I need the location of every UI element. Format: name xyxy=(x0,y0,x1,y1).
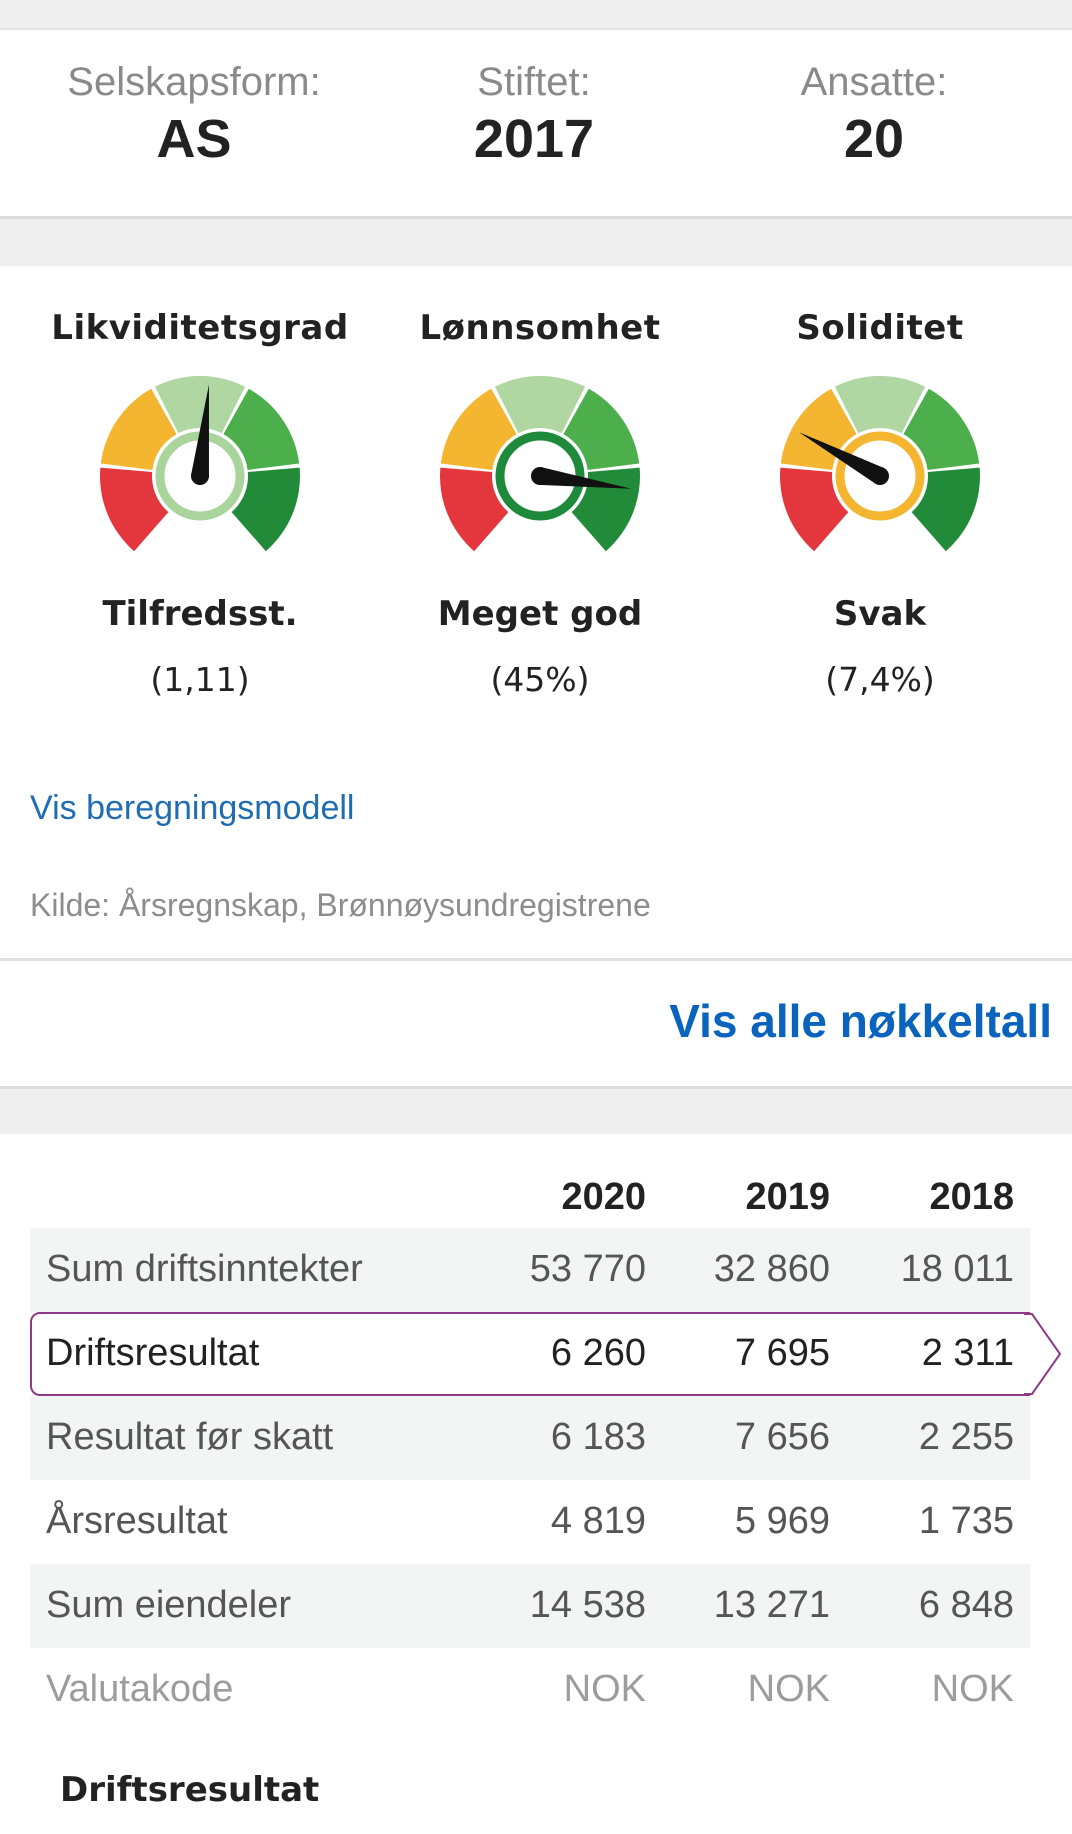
table-cell: 7 695 xyxy=(734,1332,830,1374)
gauge-segment xyxy=(903,388,980,470)
fact-value: 20 xyxy=(843,109,905,169)
table-cell: NOK xyxy=(747,1668,830,1710)
chart-section-title: Driftsresultat xyxy=(60,1770,320,1810)
company-facts: Selskapsform: AS Stiftet: 2017 Ansatte: … xyxy=(0,30,1072,216)
fact-value: 2017 xyxy=(473,109,595,169)
table-cell: 7 656 xyxy=(734,1416,830,1458)
table-cell: 53 770 xyxy=(529,1248,646,1290)
solidity-gauge-icon xyxy=(780,376,980,552)
gauge-rating: Svak xyxy=(833,594,927,634)
gauge-pivot xyxy=(531,467,549,485)
table-cell: 2 311 xyxy=(921,1332,1014,1374)
gauge-segment xyxy=(231,467,300,552)
fact-label: Ansatte: xyxy=(800,60,948,104)
fact-founded: Stiftet: 2017 xyxy=(364,58,704,172)
table-row[interactable]: Resultat før skatt 6 183 7 656 2 255 xyxy=(30,1396,1030,1480)
gauge-profitability: Lønnsomhet Meget god (45%) xyxy=(390,306,690,702)
profitability-gauge-icon xyxy=(440,376,640,552)
year-header: 2018 xyxy=(929,1176,1014,1218)
divider xyxy=(0,958,1072,961)
table-cell: 6 260 xyxy=(550,1332,646,1374)
year-header: 2019 xyxy=(745,1176,830,1218)
financial-health-gauges: Likviditetsgrad Tilfredsst. (1,11) Lønns… xyxy=(0,266,1072,960)
gauge-segment xyxy=(780,467,849,552)
gauge-title: Soliditet xyxy=(796,308,964,348)
view-calculation-model-link[interactable]: Vis beregningsmodell xyxy=(30,789,355,827)
gauge-rating: Meget god xyxy=(437,594,643,634)
table-cell: 1 735 xyxy=(918,1500,1014,1542)
gauge-needle xyxy=(191,384,209,477)
table-cell: 2 255 xyxy=(918,1416,1014,1458)
table-cell: NOK xyxy=(931,1668,1014,1710)
table-row[interactable]: Sum eiendeler 14 538 13 271 6 848 xyxy=(30,1564,1030,1648)
selected-row-arrow-icon xyxy=(1024,1313,1062,1395)
gauge-value: (45%) xyxy=(490,660,590,699)
year-header: 2020 xyxy=(561,1176,646,1218)
gauge-title: Lønnsomhet xyxy=(419,308,661,348)
table-cell: 13 271 xyxy=(713,1584,830,1626)
gauge-segment xyxy=(571,467,640,552)
table-row[interactable]: Årsresultat 4 819 5 969 1 735 xyxy=(30,1480,1030,1564)
gauge-pivot xyxy=(871,467,889,485)
fact-value: AS xyxy=(156,109,232,169)
section-spacer xyxy=(0,216,1072,266)
gauge-segment xyxy=(563,388,640,470)
source-note: Kilde: Årsregnskap, Brønnøysundregistren… xyxy=(30,887,651,923)
table-cell: 5 969 xyxy=(734,1500,830,1542)
gauge-segment xyxy=(100,388,177,470)
gauge-segment xyxy=(494,376,586,434)
fact-label: Stiftet: xyxy=(477,60,591,104)
top-spacer xyxy=(0,0,1072,30)
table-cell: NOK xyxy=(563,1668,646,1710)
liquidity-gauge-icon xyxy=(99,376,300,552)
table-cell: 4 819 xyxy=(550,1500,646,1542)
fact-company-form: Selskapsform: AS xyxy=(24,58,364,172)
gauge-rating: Tilfredsst. xyxy=(102,594,298,634)
table-cell: 32 860 xyxy=(713,1248,830,1290)
gauge-segment xyxy=(154,376,246,434)
gauge-needle xyxy=(799,432,885,484)
table-cell: 18 011 xyxy=(900,1248,1014,1290)
table-row[interactable]: Sum driftsinntekter 53 770 32 860 18 011 xyxy=(30,1228,1030,1312)
gauge-segment xyxy=(440,467,509,552)
table-row-selected[interactable]: Driftsresultat 6 260 7 695 2 311 xyxy=(30,1312,1062,1396)
row-label: Sum eiendeler xyxy=(46,1584,292,1626)
gauge-pivot xyxy=(191,467,209,485)
row-label: Valutakode xyxy=(46,1668,234,1710)
gauge-segment xyxy=(834,376,926,434)
gauge-needle xyxy=(538,467,632,489)
gauge-solidity: Soliditet Svak (7,4%) xyxy=(730,306,1030,702)
gauge-value: (7,4%) xyxy=(825,660,935,699)
gauge-segment xyxy=(911,467,980,552)
row-label: Resultat før skatt xyxy=(46,1416,334,1458)
gauge-title: Likviditetsgrad xyxy=(51,308,349,348)
gauge-liquidity: Likviditetsgrad Tilfredsst. (1,11) xyxy=(50,306,350,702)
table-row: Valutakode NOK NOK NOK xyxy=(30,1648,1030,1732)
row-label: Driftsresultat xyxy=(46,1332,260,1374)
gauge-segment xyxy=(440,388,517,470)
key-figures-table: 2020 2019 2018 Sum driftsinntekter 53 77… xyxy=(0,1134,1072,1834)
table-cell: 14 538 xyxy=(529,1584,646,1626)
gauge-segment xyxy=(99,467,169,552)
fact-label: Selskapsform: xyxy=(67,60,321,104)
table-cell: 6 183 xyxy=(550,1416,646,1458)
row-label: Årsresultat xyxy=(46,1500,228,1542)
fact-employees: Ansatte: 20 xyxy=(704,58,1044,172)
gauge-segment xyxy=(223,388,300,470)
section-spacer xyxy=(0,1086,1072,1134)
view-all-key-figures-link[interactable]: Vis alle nøkkeltall xyxy=(669,995,1052,1047)
gauge-value: (1,11) xyxy=(150,660,250,699)
table-cell: 6 848 xyxy=(918,1584,1014,1626)
row-label: Sum driftsinntekter xyxy=(46,1248,363,1290)
